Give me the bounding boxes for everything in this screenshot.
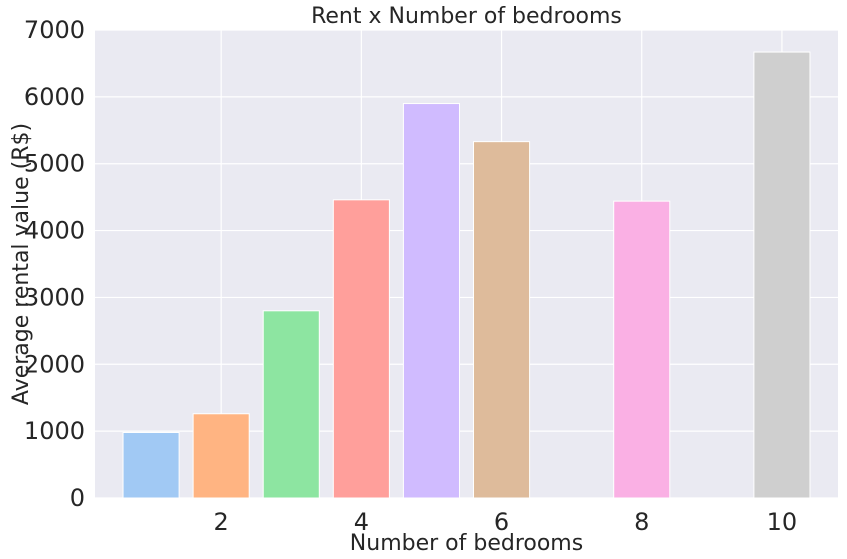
bars <box>122 51 811 499</box>
y-axis-label: Average rental value (R$) <box>9 123 34 405</box>
y-ticks: 0 1000 2000 3000 4000 5000 6000 7000 <box>24 16 85 512</box>
bar-6-bedrooms <box>473 141 531 499</box>
bar-3-bedrooms <box>262 310 320 499</box>
y-tick-label: 0 <box>70 484 85 512</box>
bar-10-bedrooms <box>753 51 811 499</box>
x-tick-label: 6 <box>494 508 509 536</box>
bar-1-bedrooms <box>122 431 180 499</box>
y-tick-label: 4000 <box>24 217 85 245</box>
y-tick-label: 7000 <box>24 16 85 44</box>
x-tick-label: 4 <box>354 508 369 536</box>
x-axis-label: Number of bedrooms <box>350 531 583 556</box>
y-tick-label: 3000 <box>24 283 85 311</box>
x-ticks: 2 4 6 8 10 <box>214 508 798 536</box>
x-tick-label: 10 <box>767 508 798 536</box>
x-tick-label: 8 <box>634 508 649 536</box>
bar-4-bedrooms <box>332 199 390 499</box>
bar-5-bedrooms <box>402 103 460 499</box>
chart-title: Rent x Number of bedrooms <box>311 4 622 29</box>
y-tick-label: 6000 <box>24 83 85 111</box>
bar-2-bedrooms <box>192 413 250 499</box>
y-tick-label: 2000 <box>24 350 85 378</box>
y-tick-label: 1000 <box>24 417 85 445</box>
bar-8-bedrooms <box>613 200 671 499</box>
y-tick-label: 5000 <box>24 150 85 178</box>
x-tick-label: 2 <box>214 508 229 536</box>
